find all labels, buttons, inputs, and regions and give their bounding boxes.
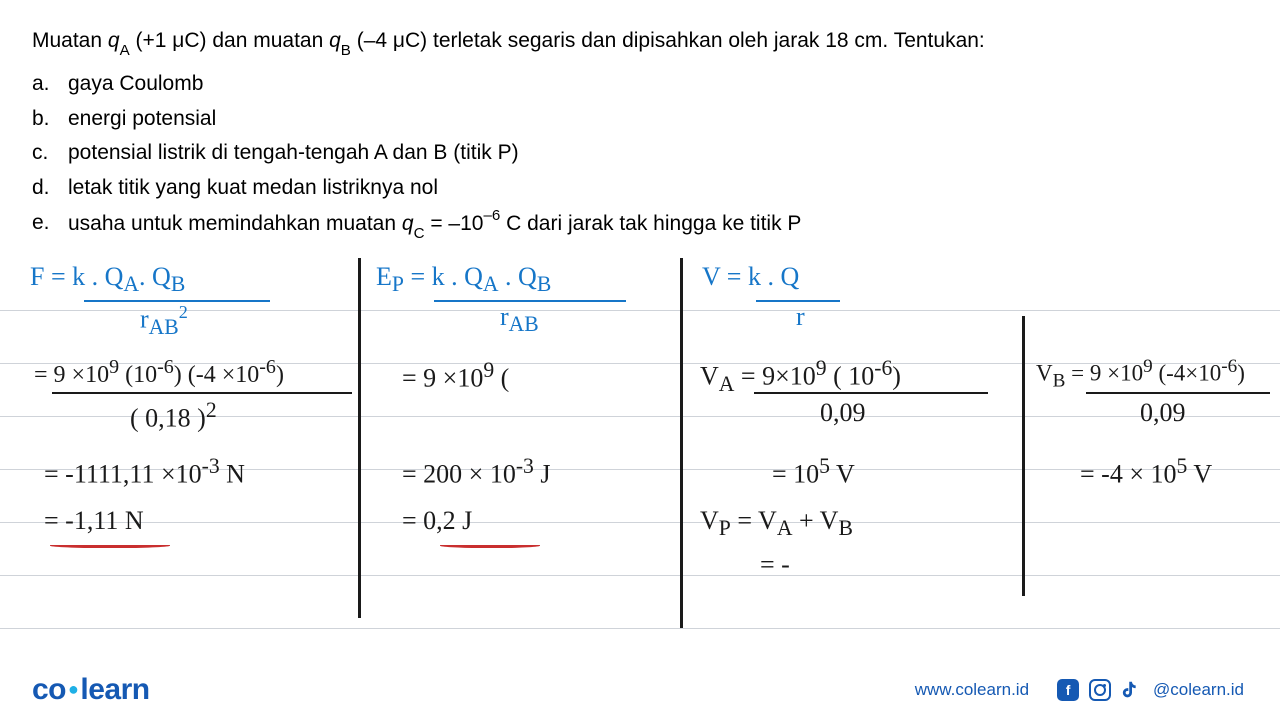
fraction-line: [1086, 392, 1270, 394]
tiktok-icon: [1121, 679, 1143, 701]
formula-V-denominator: r: [796, 302, 805, 332]
calc-VA-numerator: VA = 9×109 ( 10-6): [700, 356, 901, 397]
formula-F-numerator: F = k . QA. QB: [30, 262, 185, 297]
footer: co●learn www.colearn.id f @colearn.id: [0, 660, 1280, 720]
fraction-line: [754, 392, 988, 394]
item-text: gaya Coulomb: [68, 67, 203, 102]
problem-item: a. gaya Coulomb: [32, 67, 1248, 102]
footer-right: www.colearn.id f @colearn.id: [915, 679, 1244, 701]
calc-F-numerator: = 9 ×109 (10-6) (-4 ×10-6): [34, 356, 284, 389]
fraction-line: [52, 392, 352, 394]
item-letter: e.: [32, 206, 68, 244]
formula-Ep-numerator: EP = k . QA . QB: [376, 262, 551, 297]
item-text: letak titik yang kuat medan listriknya n…: [68, 171, 438, 206]
result-Ep: = 0,2 J: [402, 506, 472, 536]
column-divider: [680, 258, 683, 628]
calc-F-denominator: ( 0,18 )2: [130, 398, 217, 434]
problem-item: e. usaha untuk memindahkan muatan qC = –…: [32, 206, 1248, 244]
website-url: www.colearn.id: [915, 680, 1029, 700]
problem-item: d. letak titik yang kuat medan listrikny…: [32, 171, 1248, 206]
problem-intro: Muatan qA (+1 μC) dan muatan qB (–4 μC) …: [32, 24, 1248, 61]
handwriting-layer: F = k . QA. QB rAB2 = 9 ×109 (10-6) (-4 …: [0, 258, 1280, 650]
calc-Ep-step2: = 200 × 10-3 J: [402, 454, 551, 490]
formula-V-numerator: V = k . Q: [702, 262, 799, 292]
problem-statement: Muatan qA (+1 μC) dan muatan qB (–4 μC) …: [0, 0, 1280, 244]
problem-item: c. potensial listrik di tengah-tengah A …: [32, 136, 1248, 171]
red-underline: [440, 542, 540, 548]
item-text: energi potensial: [68, 102, 216, 137]
social-icons: f @colearn.id: [1057, 679, 1244, 701]
calc-Ep-step1: = 9 ×109 (: [402, 358, 509, 394]
social-handle: @colearn.id: [1153, 680, 1244, 700]
result-F: = -1,11 N: [44, 506, 144, 536]
column-divider: [358, 258, 361, 618]
item-letter: a.: [32, 67, 68, 102]
logo-learn: learn: [80, 673, 149, 706]
problem-item: b. energi potensial: [32, 102, 1248, 137]
result-VP: = -: [760, 550, 790, 580]
red-underline: [50, 542, 170, 548]
logo-dot: ●: [66, 679, 80, 699]
item-text: usaha untuk memindahkan muatan qC = –10–…: [68, 206, 801, 244]
brand-logo: co●learn: [32, 673, 150, 707]
formula-F-denominator: rAB2: [140, 302, 188, 340]
item-text: potensial listrik di tengah-tengah A dan…: [68, 136, 519, 171]
formula-Ep-denominator: rAB: [500, 302, 539, 337]
formula-VP: VP = VA + VB: [700, 506, 853, 541]
column-divider: [1022, 316, 1025, 596]
calc-F-step: = -1111,11 ×10-3 N: [44, 454, 245, 490]
calc-VA-denom: 0,09: [820, 398, 866, 428]
instagram-icon: [1089, 679, 1111, 701]
calc-VB-numerator: VB = 9 ×109 (-4×10-6): [1036, 356, 1245, 392]
facebook-icon: f: [1057, 679, 1079, 701]
result-VB: = -4 × 105 V: [1080, 454, 1212, 490]
logo-co: co: [32, 673, 66, 706]
calc-VB-denom: 0,09: [1140, 398, 1186, 428]
item-letter: d.: [32, 171, 68, 206]
result-VA: = 105 V: [772, 454, 855, 490]
item-letter: c.: [32, 136, 68, 171]
item-letter: b.: [32, 102, 68, 137]
